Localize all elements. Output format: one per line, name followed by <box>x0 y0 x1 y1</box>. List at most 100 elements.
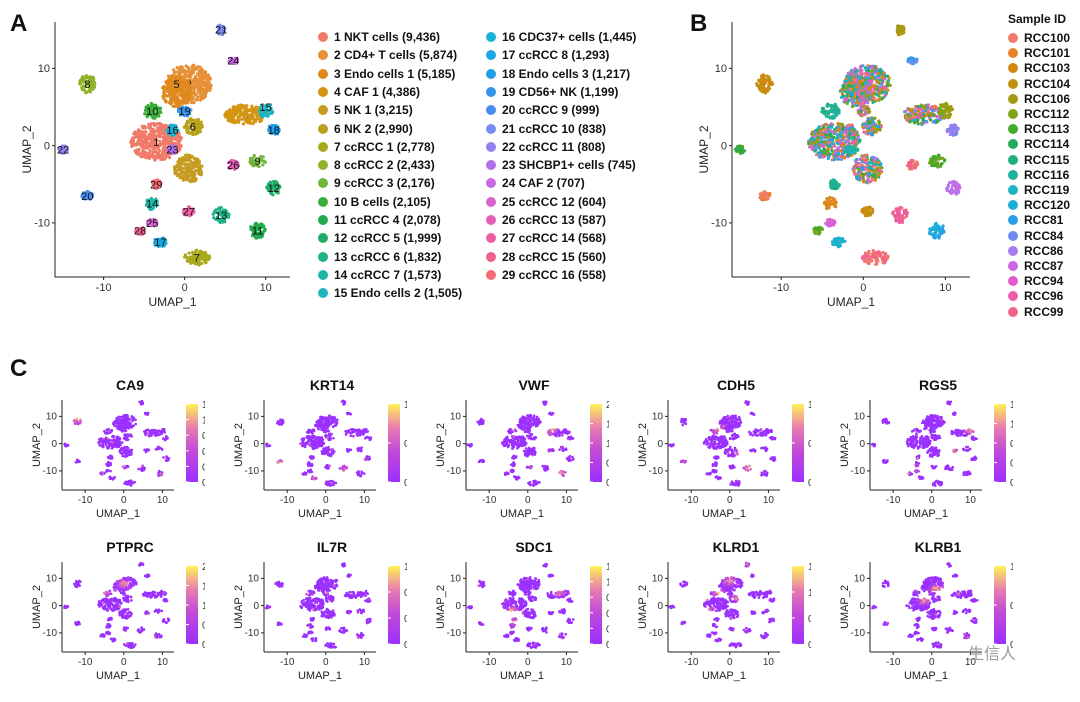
sample-point <box>760 74 763 77</box>
sample-point <box>847 72 850 75</box>
sample-point <box>878 92 881 95</box>
legend-label: 21 ccRCC 10 (838) <box>502 122 606 136</box>
sample-point <box>943 159 946 162</box>
cluster-point <box>264 114 267 117</box>
panel-b-x-label: UMAP_1 <box>827 295 875 309</box>
sample-point <box>845 94 848 97</box>
sample-point <box>861 173 864 176</box>
sample-point <box>950 187 953 190</box>
sample-point <box>864 87 867 90</box>
cluster-point <box>91 88 94 91</box>
sample-point <box>853 140 856 143</box>
cluster-point <box>244 119 247 122</box>
sample-point <box>930 164 933 167</box>
cluster-label-13: 13 <box>215 210 227 222</box>
legend-entry-cluster-3: 3 Endo cells 1 (5,185) <box>318 67 455 81</box>
cluster-label-10: 10 <box>146 106 158 118</box>
sample-point <box>868 172 871 175</box>
legend-label: 25 ccRCC 12 (604) <box>502 195 606 209</box>
panel-a-umap: -10010100-10UMAP_1UMAP_21234567891011121… <box>0 0 300 330</box>
legend-entry-cluster-7: 7 ccRCC 1 (2,778) <box>318 140 435 154</box>
cluster-label-6: 6 <box>190 121 196 133</box>
sample-point <box>867 178 870 181</box>
sample-point <box>858 81 861 84</box>
cluster-point <box>149 130 152 133</box>
sample-point <box>875 79 878 82</box>
cluster-point <box>183 80 186 83</box>
cluster-point <box>153 158 156 161</box>
cluster-point <box>187 251 190 254</box>
cluster-label-16: 16 <box>166 125 178 137</box>
legend-entry-cluster-23: 23 SHCBP1+ cells (745) <box>486 158 636 172</box>
sample-point <box>836 155 839 158</box>
cluster-point <box>196 126 199 129</box>
sample-point <box>872 125 875 128</box>
sample-point <box>767 86 770 89</box>
sample-point <box>916 115 919 118</box>
cluster-point <box>180 144 183 147</box>
sample-point <box>932 113 935 116</box>
cluster-label-15: 15 <box>260 102 272 114</box>
sample-point <box>881 261 884 264</box>
sample-point <box>940 232 943 235</box>
cluster-point <box>195 249 198 252</box>
sample-point <box>858 89 861 92</box>
legend-entry-cluster-18: 18 Endo cells 3 (1,217) <box>486 67 630 81</box>
cluster-label-19: 19 <box>179 106 191 118</box>
legend-entry-cluster-10: 10 B cells (2,105) <box>318 195 431 209</box>
legend-dot <box>486 142 496 152</box>
sample-point <box>899 207 902 210</box>
sample-point <box>917 122 920 125</box>
cluster-point <box>240 117 243 120</box>
cluster-point <box>162 95 165 98</box>
sample-point <box>741 146 744 149</box>
sample-point <box>825 130 828 133</box>
sample-point <box>844 135 847 138</box>
sample-point <box>843 150 846 153</box>
sample-point <box>767 82 770 85</box>
sample-point <box>848 78 851 81</box>
sample-point <box>903 212 906 215</box>
panel-a-y-tick-label: 10 <box>38 63 50 75</box>
legend-entry-cluster-16: 16 CDC37+ cells (1,445) <box>486 30 636 44</box>
sample-point <box>837 128 840 131</box>
sample-point <box>937 164 940 167</box>
cluster-point <box>181 167 184 170</box>
sample-point <box>863 91 866 94</box>
sample-point <box>870 85 873 88</box>
sample-point <box>884 86 887 89</box>
panel-b-y-tick-label: 10 <box>715 63 727 75</box>
sample-point <box>894 219 897 222</box>
sample-point <box>872 122 875 125</box>
sample-point <box>874 157 877 160</box>
legend-entry-cluster-13: 13 ccRCC 6 (1,832) <box>318 250 441 264</box>
cluster-point <box>196 131 199 134</box>
cluster-point <box>262 159 265 162</box>
sample-point <box>851 69 854 72</box>
sample-point <box>905 117 908 120</box>
cluster-point <box>137 148 140 151</box>
sample-point <box>763 190 766 193</box>
sample-point <box>830 105 833 108</box>
cluster-point <box>141 146 144 149</box>
cluster-point <box>163 158 166 161</box>
cluster-point <box>189 180 192 183</box>
cluster-point <box>195 158 198 161</box>
sample-point <box>940 162 943 165</box>
cluster-point <box>151 154 154 157</box>
sample-point <box>874 162 877 165</box>
cluster-point <box>178 168 181 171</box>
cluster-point <box>190 177 193 180</box>
panel-b-y-tick-label: 0 <box>721 140 727 152</box>
cluster-point <box>184 173 187 176</box>
sample-point <box>828 196 831 199</box>
cluster-point <box>249 108 252 111</box>
sample-point <box>903 110 906 113</box>
sample-point <box>855 72 858 75</box>
cluster-point <box>138 140 141 143</box>
cluster-point <box>185 70 188 73</box>
sample-point <box>861 166 864 169</box>
cluster-point <box>181 175 184 178</box>
legend-dot <box>318 160 328 170</box>
cluster-label-22: 22 <box>57 145 69 157</box>
